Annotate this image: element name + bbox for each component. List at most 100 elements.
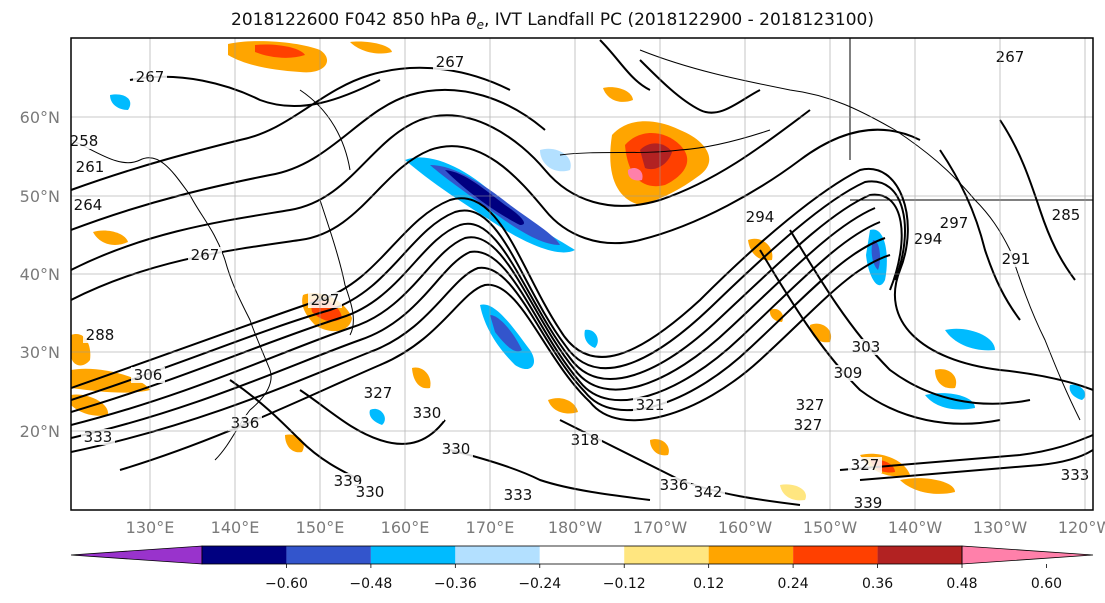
negative-anomaly-deep xyxy=(445,170,525,225)
contour-line xyxy=(229,379,361,481)
colorbar-segment xyxy=(793,546,878,564)
contour-label-bg xyxy=(439,441,473,457)
colorbar-tick-label: −0.48 xyxy=(349,576,392,592)
map-title: 2018122600 F042 850 hPa θe, IVT Landfall… xyxy=(0,10,1105,32)
colorbar-segment xyxy=(202,546,287,564)
contour-label-bg xyxy=(71,197,105,213)
contour-label: 264 xyxy=(74,196,103,214)
contour-line xyxy=(119,254,891,471)
contour-label: 294 xyxy=(746,208,775,226)
negative-anomaly-spot xyxy=(584,329,598,348)
contour-label-bg xyxy=(361,385,395,401)
positive-anomaly-west-3 xyxy=(71,394,109,416)
contour-label-bg xyxy=(501,487,535,503)
contour-label-bg xyxy=(743,209,777,225)
positive-anomaly-west-2 xyxy=(71,368,150,393)
contour-line xyxy=(759,249,1001,425)
colorbar-tick-label: −0.12 xyxy=(603,576,646,592)
colorbar-tick-label: −0.36 xyxy=(434,576,477,592)
contour-label-bg xyxy=(71,133,101,149)
colorbar-tick-label: 0.12 xyxy=(693,576,724,592)
lon-tick-label: 130°E xyxy=(126,518,175,537)
positive-anomaly-aleutian-max xyxy=(627,168,643,181)
contour-label-bg xyxy=(657,477,691,493)
contour-line xyxy=(71,88,546,231)
lon-tick-label: 150°W xyxy=(803,518,858,537)
latitude-labels: 60°N 50°N 40°N 30°N 20°N xyxy=(20,108,60,441)
contour-line xyxy=(71,207,876,426)
contour-label: 327 xyxy=(796,396,825,414)
colorbar-segment xyxy=(539,546,625,564)
contour-line xyxy=(71,109,811,271)
lon-tick-label: 170°W xyxy=(633,518,688,537)
lat-tick-label: 30°N xyxy=(20,343,60,362)
positive-anomaly-mid xyxy=(548,398,578,414)
lon-tick-label: 130°W xyxy=(973,518,1028,537)
lon-tick-label: 120°W xyxy=(1058,518,1105,537)
coastline-na-west xyxy=(1009,249,1081,421)
negative-anomaly-nw xyxy=(110,94,131,110)
colorbar-tick-label: 0.48 xyxy=(946,576,977,592)
contour-line xyxy=(939,149,1021,321)
contour-line xyxy=(859,449,1093,481)
contour-label-bg xyxy=(793,397,827,413)
contour-label-bg xyxy=(228,415,262,431)
colorbar-tick-label: 0.60 xyxy=(1031,576,1062,592)
contour-label-bg xyxy=(73,159,107,175)
contour-label-bg xyxy=(308,292,342,308)
contour-labels: 2672672642612582672973063333363273303303… xyxy=(70,48,1092,510)
lat-tick-label: 60°N xyxy=(20,108,60,127)
lon-tick-label: 140°W xyxy=(888,518,943,537)
contour-label: 291 xyxy=(1002,250,1031,268)
negative-anomaly-band-2-core xyxy=(490,315,522,352)
colorbar-tick-labels: −0.60 −0.48 −0.36 −0.24 −0.12 0.12 0.24 0.36 0.4… xyxy=(265,564,1062,592)
lon-tick-label: 160°E xyxy=(381,518,430,537)
contour-label-bg xyxy=(83,327,117,343)
contour-label-bg xyxy=(188,247,222,263)
contour-label: 258 xyxy=(70,132,99,150)
colorbar-segment xyxy=(708,546,794,564)
positive-anomaly-alaska xyxy=(603,87,633,102)
lon-tick-label: 160°W xyxy=(718,518,773,537)
map-frame xyxy=(70,37,1094,511)
contour-label-bg xyxy=(911,231,945,247)
colorbar-segment xyxy=(286,546,371,564)
contour-label: 330 xyxy=(413,404,442,422)
negative-anomaly-se xyxy=(925,393,975,410)
contour-label-bg xyxy=(410,405,444,421)
negative-anomaly-ne xyxy=(945,328,995,351)
contour-label: 336 xyxy=(231,414,260,432)
contour-label: 327 xyxy=(851,456,880,474)
lon-tick-label: 170°E xyxy=(466,518,515,537)
contour-label: 261 xyxy=(76,158,105,176)
contour-label-bg xyxy=(999,251,1033,267)
positive-anomaly-mid-2 xyxy=(412,367,431,389)
contour-label: 267 xyxy=(191,246,220,264)
lon-tick-label: 140°E xyxy=(211,518,260,537)
contour-line xyxy=(599,39,651,91)
contour-label: 297 xyxy=(940,214,969,232)
contour-label: 327 xyxy=(794,416,823,434)
contour-label-bg xyxy=(353,484,387,500)
lon-tick-label: 150°E xyxy=(296,518,345,537)
colorbar-tick-label: 0.24 xyxy=(778,576,809,592)
contour-label: 342 xyxy=(694,483,723,501)
lat-tick-label: 40°N xyxy=(20,265,60,284)
colorbar-segment xyxy=(624,546,709,564)
negative-anomaly-spot-2 xyxy=(369,408,385,425)
coastline-asia xyxy=(71,139,272,461)
coastline-kamchatka xyxy=(299,89,351,171)
contour-label-bg xyxy=(848,457,882,473)
colorbar-segment xyxy=(877,546,962,564)
contour-label: 333 xyxy=(84,428,113,446)
contour-label: 267 xyxy=(436,53,465,71)
contour-line xyxy=(449,449,651,501)
lon-tick-label: 180°W xyxy=(548,518,603,537)
contour-line xyxy=(839,434,1093,471)
contour-label: 333 xyxy=(504,486,533,504)
contour-label-bg xyxy=(131,367,165,383)
contour-label: 327 xyxy=(364,384,393,402)
contour-label-bg xyxy=(1058,467,1092,483)
contour-line xyxy=(129,75,381,108)
